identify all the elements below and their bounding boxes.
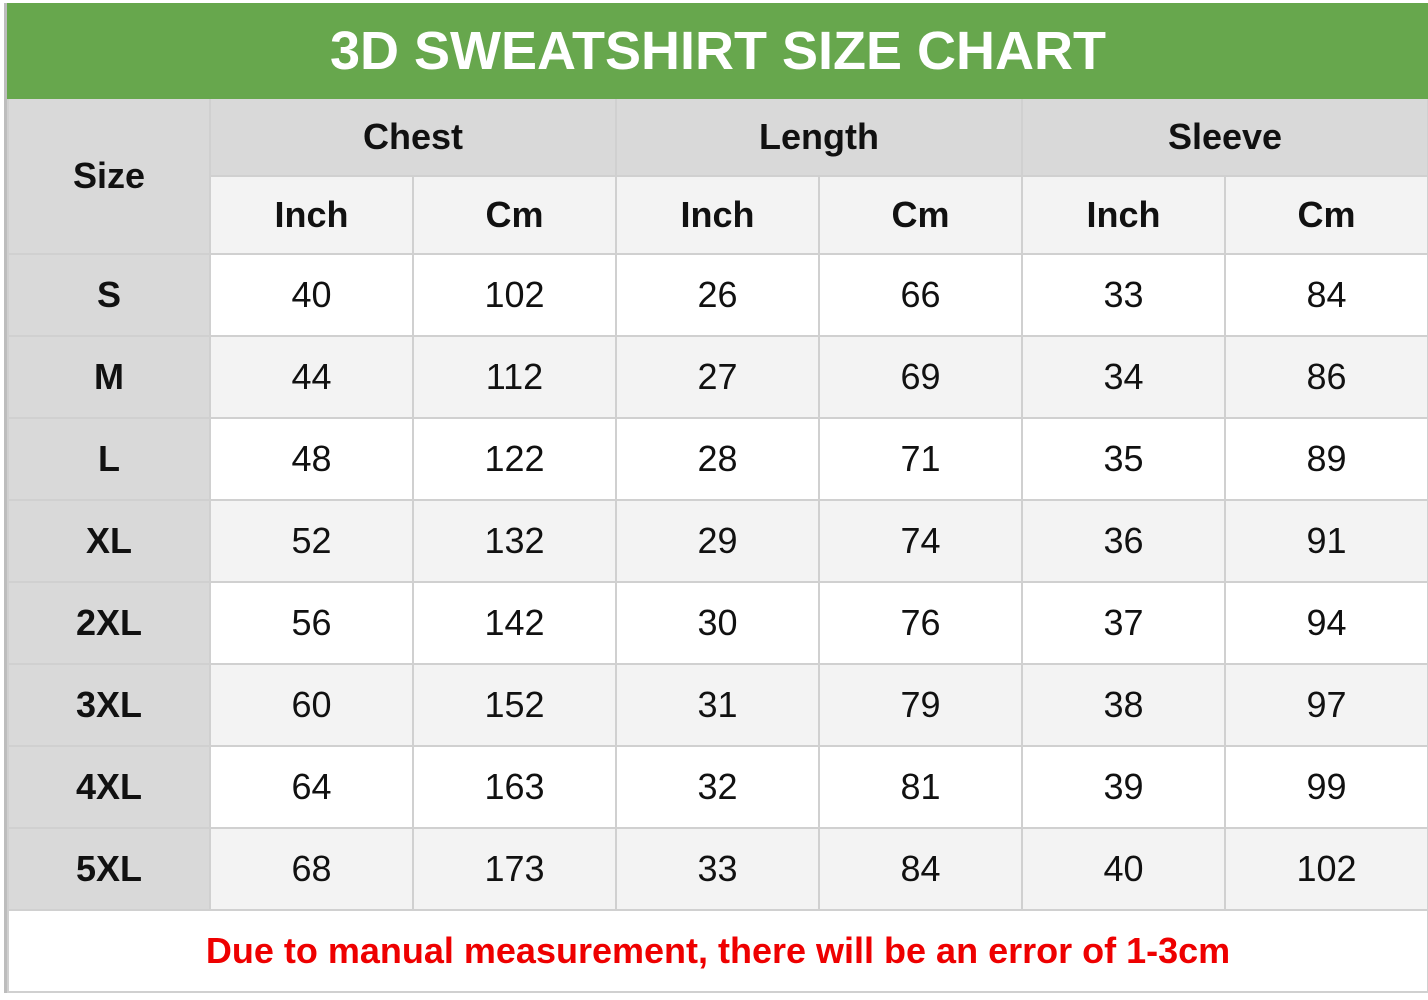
table-row: S 40 102 26 66 33 84	[7, 253, 1428, 337]
size-label: 5XL	[7, 827, 211, 911]
measurement-cell: 48	[209, 417, 414, 501]
measurement-cell: 71	[818, 417, 1023, 501]
measurement-cell: 29	[615, 499, 820, 583]
measurement-cell: 99	[1223, 745, 1428, 829]
measurement-cell: 31	[615, 663, 820, 747]
measurement-cell: 173	[412, 827, 617, 911]
table-row: L 48 122 28 71 35 89	[7, 417, 1428, 501]
size-label: S	[7, 253, 211, 337]
measurement-cell: 40	[1021, 827, 1226, 911]
measurement-cell: 97	[1223, 663, 1428, 747]
measurement-cell: 30	[615, 581, 820, 665]
table-row: 3XL 60 152 31 79 38 97	[7, 663, 1428, 747]
measurement-cell: 52	[209, 499, 414, 583]
measurement-cell: 39	[1021, 745, 1226, 829]
measurement-cell: 142	[412, 581, 617, 665]
size-label: 3XL	[7, 663, 211, 747]
size-label: XL	[7, 499, 211, 583]
measurement-cell: 56	[209, 581, 414, 665]
table-row: 4XL 64 163 32 81 39 99	[7, 745, 1428, 829]
measurement-cell: 33	[1021, 253, 1226, 337]
measurement-cell: 76	[818, 581, 1023, 665]
group-chest: Chest	[209, 97, 617, 177]
unit-header: Cm	[412, 175, 617, 255]
unit-header: Inch	[615, 175, 820, 255]
measurement-cell: 35	[1021, 417, 1226, 501]
measurement-note: Due to manual measurement, there will be…	[6, 909, 1428, 993]
unit-header: Cm	[1223, 175, 1428, 255]
group-length: Length	[615, 97, 1023, 177]
measurement-cell: 66	[818, 253, 1023, 337]
table-row: 5XL 68 173 33 84 40 102	[7, 827, 1428, 911]
measurement-cell: 37	[1021, 581, 1226, 665]
measurement-cell: 38	[1021, 663, 1226, 747]
unit-header: Inch	[1021, 175, 1226, 255]
size-label: L	[7, 417, 211, 501]
measurement-cell: 68	[209, 827, 414, 911]
measurement-cell: 79	[818, 663, 1023, 747]
table-row: XL 52 132 29 74 36 91	[7, 499, 1428, 583]
table-row: 2XL 56 142 30 76 37 94	[7, 581, 1428, 665]
unit-header: Inch	[209, 175, 414, 255]
measurement-cell: 40	[209, 253, 414, 337]
group-sleeve: Sleeve	[1020, 97, 1428, 177]
measurement-cell: 91	[1223, 499, 1428, 583]
measurement-cell: 102	[1223, 827, 1428, 911]
measurement-cell: 27	[615, 335, 820, 419]
chart-title: 3D SWEATSHIRT SIZE CHART	[6, 3, 1428, 99]
measurement-cell: 122	[412, 417, 617, 501]
measurement-cell: 44	[209, 335, 414, 419]
measurement-cell: 69	[818, 335, 1023, 419]
measurement-cell: 89	[1223, 417, 1428, 501]
measurement-cell: 60	[209, 663, 414, 747]
measurement-cell: 86	[1223, 335, 1428, 419]
measurement-cell: 74	[818, 499, 1023, 583]
measurement-cell: 34	[1021, 335, 1226, 419]
measurement-cell: 28	[615, 417, 820, 501]
measurement-cell: 84	[1223, 253, 1428, 337]
measurement-cell: 84	[818, 827, 1023, 911]
size-table: 3D SWEATSHIRT SIZE CHART Size Chest Leng…	[6, 3, 1428, 993]
size-header: Size	[7, 97, 211, 255]
measurement-cell: 81	[818, 745, 1023, 829]
measurement-cell: 26	[615, 253, 820, 337]
size-label: M	[7, 335, 211, 419]
measurement-cell: 152	[412, 663, 617, 747]
measurement-cell: 64	[209, 745, 414, 829]
measurement-cell: 163	[412, 745, 617, 829]
measurement-cell: 33	[615, 827, 820, 911]
measurement-cell: 94	[1223, 581, 1428, 665]
measurement-cell: 36	[1021, 499, 1226, 583]
measurement-cell: 132	[412, 499, 617, 583]
measurement-cell: 112	[412, 335, 617, 419]
table-row: M 44 112 27 69 34 86	[7, 335, 1428, 419]
size-chart: 3D SWEATSHIRT SIZE CHART Size Chest Leng…	[4, 3, 1428, 993]
measurement-cell: 32	[615, 745, 820, 829]
unit-header: Cm	[818, 175, 1023, 255]
measurement-cell: 102	[412, 253, 617, 337]
size-label: 2XL	[7, 581, 211, 665]
size-label: 4XL	[7, 745, 211, 829]
